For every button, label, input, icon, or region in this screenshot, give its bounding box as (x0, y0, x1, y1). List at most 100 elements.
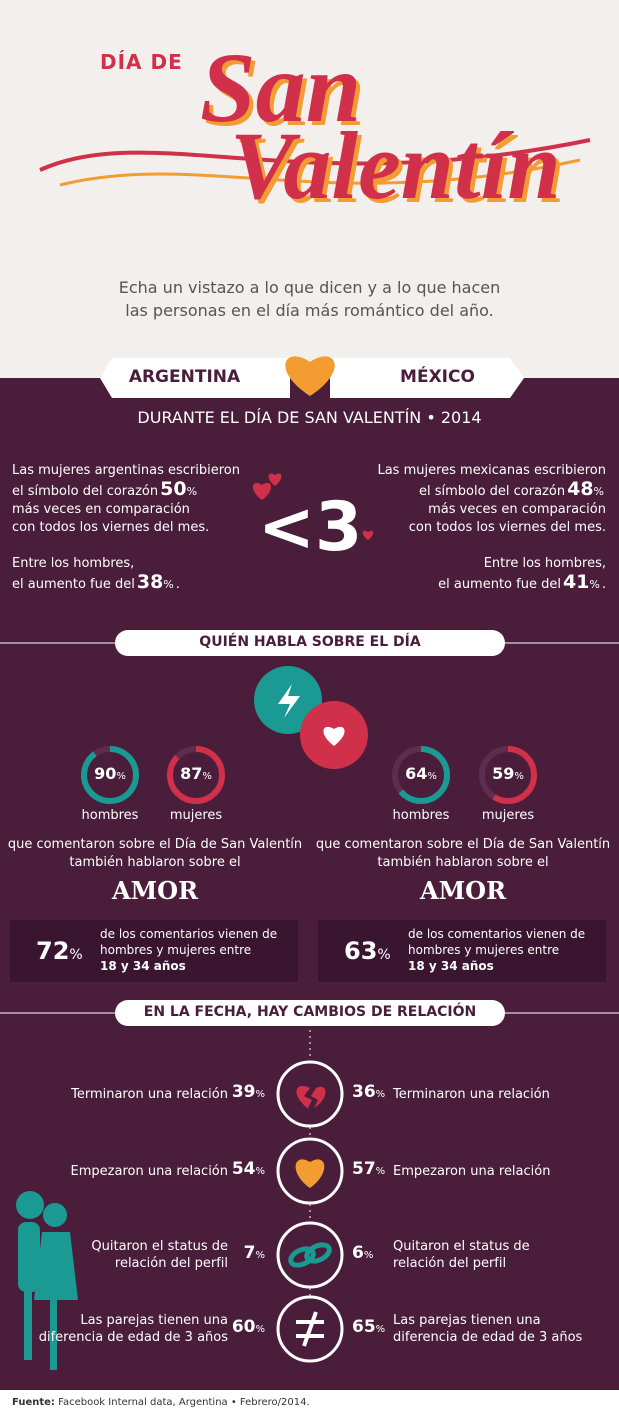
change-label: Quitaron el status de relación del perfil (393, 1238, 530, 1272)
value: 59% (492, 764, 524, 783)
text-line: más veces en comparación (12, 502, 190, 517)
gender-label: hombres (392, 808, 450, 823)
gender-label: mujeres (169, 808, 223, 823)
age-range: 18 y 34 años (100, 959, 186, 973)
ribbon (330, 358, 524, 398)
text-line: con todos los viernes del mes. (12, 520, 210, 535)
intro-line: las personas en el día más romántico del… (125, 301, 494, 320)
text-line: Las mujeres mexicanas escribieron (377, 463, 606, 478)
text-line: Entre los hombres, (12, 556, 135, 571)
value-unit: % (375, 1324, 386, 1335)
intro-line: Echa un vistazo a lo que dicen y a lo qu… (118, 278, 501, 297)
text: el aumento fue del (438, 577, 561, 592)
ring-label: 87% (166, 764, 226, 783)
country: ARGENTINA (128, 367, 241, 387)
value-unit: % (255, 1324, 265, 1335)
dark-panel (0, 378, 619, 1390)
change-label: Terminaron una relación (71, 1086, 228, 1103)
ring (392, 746, 450, 804)
value: 36% (352, 1082, 385, 1102)
text-line: Quitaron el status de (91, 1239, 228, 1254)
rings-icon (288, 1242, 332, 1268)
not-equal-icon (296, 1311, 324, 1347)
stat-box (10, 920, 298, 982)
value-number: 64 (405, 764, 428, 783)
text-line: Quitaron el status de (393, 1239, 530, 1254)
keyword: AMOR (419, 876, 507, 905)
ring (479, 746, 537, 804)
value-number: 39 (231, 1082, 256, 1102)
value-number: 60 (231, 1317, 256, 1337)
footer: Fuente: Facebook Internal data, Argentin… (12, 1397, 310, 1408)
change-value: 6% (350, 1243, 375, 1263)
heart-icon (323, 726, 345, 746)
text-line: hombres y mujeres entre (100, 943, 252, 957)
ribbon (100, 358, 290, 398)
small-heart (362, 530, 374, 540)
title-top: DÍA DE (100, 50, 183, 74)
text-line: Las mujeres argentinas escribieron (12, 463, 240, 478)
text-line: de los comentarios vienen de (100, 927, 278, 941)
text-line: Terminaron una relación (393, 1086, 550, 1102)
value-unit: % (514, 771, 524, 782)
ring-label: 64% (391, 764, 451, 783)
value-number: 59 (492, 764, 515, 783)
value: 48% (567, 480, 604, 499)
value: 38% (137, 573, 174, 592)
change-label: Terminaron una relación (393, 1086, 550, 1103)
value-number: 72 (36, 937, 70, 965)
change-value: 65% (350, 1317, 387, 1337)
text: el símbolo del corazón (418, 484, 566, 499)
broken-heart (296, 1085, 326, 1110)
text-line: Las parejas tienen una (393, 1313, 541, 1328)
change-label: Las parejas tienen una diferencia de edad… (393, 1312, 582, 1346)
pill (115, 630, 505, 656)
text-line: también hablaron sobre el (377, 855, 549, 870)
text-line: Empezaron una relación (70, 1163, 228, 1179)
change-value: 7% (242, 1243, 267, 1263)
text-line: relación del perfil (393, 1256, 507, 1271)
value-number: 50 (160, 478, 187, 500)
couple-silhouette (16, 1191, 78, 1370)
footer-panel (0, 1390, 619, 1420)
gender-label: mujeres (481, 808, 535, 823)
icon-circles (276, 1060, 344, 1363)
ring-label: 90% (80, 764, 140, 783)
value-unit: % (255, 1250, 265, 1261)
value-unit: % (363, 1250, 374, 1261)
country: MÉXICO (400, 367, 475, 387)
text-line: hombres y mujeres entre (408, 943, 560, 957)
change-label: Empezaron una relación (71, 1163, 228, 1180)
age-range: 18 y 34 años (408, 959, 494, 973)
value: 63% (344, 937, 391, 965)
change-value: 39% (230, 1082, 267, 1102)
keyword: AMOR (111, 876, 199, 905)
text-line: el aumento fue del 41%. (326, 573, 606, 594)
value: 60% (231, 1317, 265, 1337)
text-line: con todos los viernes del mes. (408, 520, 606, 535)
text: el aumento fue del (12, 577, 135, 592)
change-value: 36% (350, 1082, 387, 1102)
text-line: Terminaron una relación (71, 1086, 228, 1102)
value-unit: % (116, 771, 126, 782)
value-number: 54 (231, 1159, 256, 1179)
pill (115, 1000, 505, 1026)
text-line: también hablaron sobre el (69, 855, 241, 870)
value-number: 87 (180, 764, 203, 783)
text-line: de los comentarios vienen de (408, 927, 586, 941)
title: Valentín (230, 112, 561, 219)
change-value: 60% (230, 1317, 267, 1337)
age-share: 63% (342, 937, 393, 965)
title: San (200, 32, 362, 143)
value-number: 41 (562, 571, 590, 593)
value-unit: % (202, 771, 212, 782)
text-line: Las parejas tienen una (80, 1313, 228, 1328)
ring (81, 746, 139, 804)
value-unit: % (255, 1089, 265, 1100)
value-number: 63 (344, 937, 378, 965)
value: 7% (244, 1243, 265, 1263)
value: 65% (352, 1317, 386, 1337)
comment-block: que comentaron sobre el Día de San Valen… (5, 836, 305, 908)
